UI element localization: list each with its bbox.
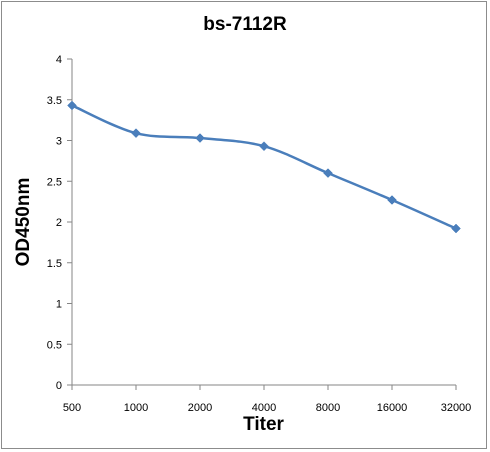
y-tick-label: 0.5 — [47, 339, 62, 351]
data-point-marker — [195, 133, 205, 143]
x-tick-label: 500 — [63, 402, 81, 414]
y-tick-label: 0 — [56, 380, 62, 392]
y-tick-label: 1.5 — [47, 258, 62, 270]
y-tick-label: 3 — [56, 136, 62, 148]
data-point-marker — [259, 141, 269, 152]
x-tick-label: 16000 — [377, 402, 408, 414]
x-tick-label: 8000 — [316, 402, 340, 414]
y-tick-label: 3.5 — [47, 95, 62, 107]
x-tick-label: 2000 — [188, 402, 212, 414]
data-point-marker — [131, 128, 141, 139]
data-point-marker — [451, 223, 461, 234]
chart-title: bs-7112R — [203, 14, 287, 35]
y-tick-label: 2.5 — [47, 176, 62, 188]
data-point-marker — [387, 195, 397, 205]
y-tick-label: 1 — [56, 299, 62, 311]
x-tick-label: 32000 — [441, 402, 472, 414]
data-point-marker — [323, 168, 333, 178]
y-tick-label: 2 — [56, 217, 62, 229]
x-tick-label: 1000 — [124, 402, 148, 414]
x-axis-label: Titer — [243, 414, 284, 435]
y-tick-label: 4 — [56, 54, 62, 66]
data-point-marker — [67, 100, 77, 111]
x-tick-label: 4000 — [252, 402, 276, 414]
series-line — [71, 104, 457, 230]
